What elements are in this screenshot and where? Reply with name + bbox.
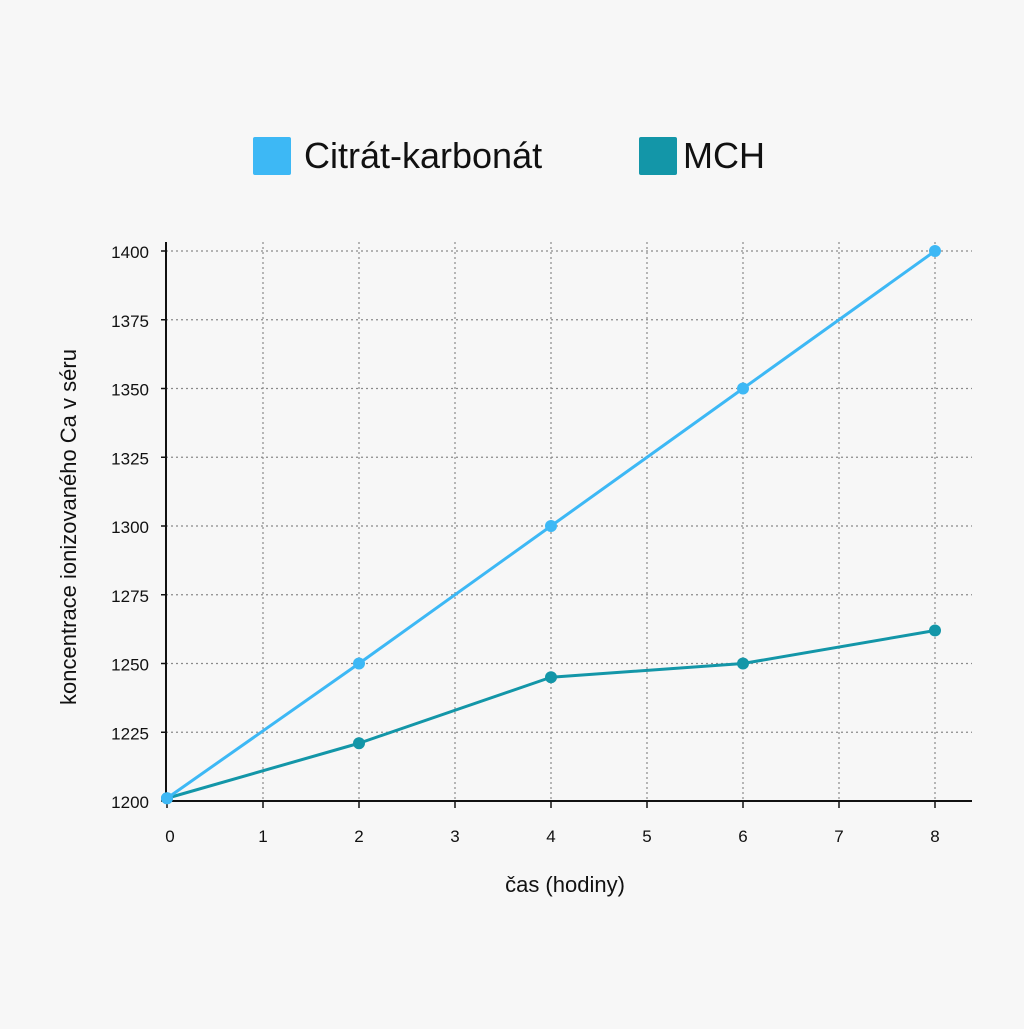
point-mch-8 [929,624,941,637]
point-citr-t-karbon-t-2 [353,657,365,670]
point-mch-2 [353,737,365,750]
legend-swatch-citrat-karbonat [253,137,291,175]
legend-swatch-mch [639,137,677,175]
x-tick-label-5: 5 [642,827,651,846]
axes [161,242,972,808]
legend-label-mch: MCH [683,135,765,176]
y-tick-label-1225: 1225 [111,724,149,743]
x-axis-title: čas (hodiny) [505,872,625,897]
x-tick-label-0: 0 [165,827,174,846]
point-mch-6 [737,657,749,670]
x-tick-label-7: 7 [834,827,843,846]
y-tick-label-1275: 1275 [111,587,149,606]
y-tick-label-1325: 1325 [111,449,149,468]
y-tick-label-1350: 1350 [111,381,149,400]
legend-label-citrat-karbonat: Citrát-karbonát [304,135,542,176]
point-mch-4 [545,671,557,684]
grid [166,242,972,801]
series-citr-t-karbon-t [161,245,941,805]
series [161,245,941,805]
x-tick-label-1: 1 [258,827,267,846]
point-citr-t-karbon-t-8 [929,245,941,257]
y-tick-label-1300: 1300 [111,518,149,537]
y-tick-label-1375: 1375 [111,312,149,331]
tick-labels: 0 1 2 3 4 5 6 7 8 1200 1225 1250 1275 1300 1325 1350 137… [111,243,940,846]
x-tick-label-2: 2 [354,827,363,846]
x-tick-label-6: 6 [738,827,747,846]
point-citr-t-karbon-t-6 [737,382,749,395]
point-citr-t-karbon-t-0 [161,792,173,805]
x-tick-label-3: 3 [450,827,459,846]
x-tick-label-8: 8 [930,827,939,846]
legend: Citrát-karbonát MCH [253,135,765,176]
y-axis-title: koncentrace ionizovaného Ca v séru [56,349,81,705]
y-tick-label-1200: 1200 [111,793,149,812]
y-tick-label-1400: 1400 [111,243,149,262]
y-tick-label-1250: 1250 [111,656,149,675]
point-citr-t-karbon-t-4 [545,520,557,532]
x-tick-label-4: 4 [546,827,555,846]
